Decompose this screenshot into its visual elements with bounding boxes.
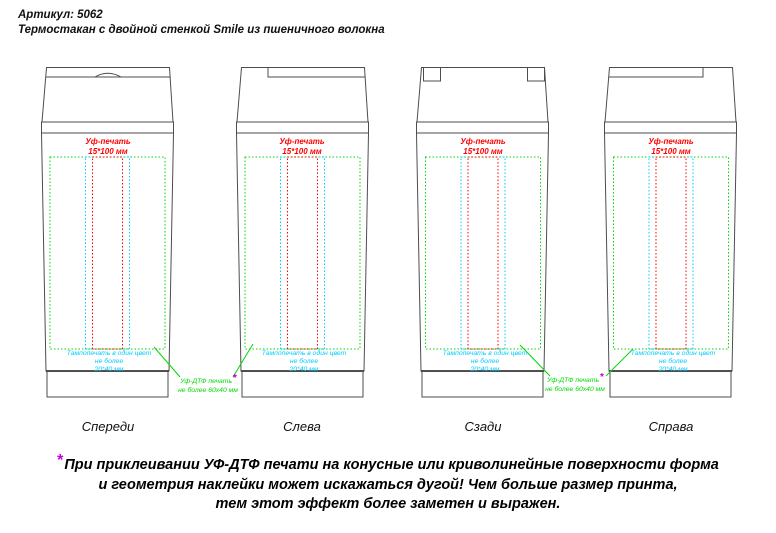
asterisk-marker: * [57, 452, 64, 469]
lid-tab [608, 67, 704, 78]
band [41, 121, 174, 134]
base [241, 371, 364, 398]
sheet-header: Артикул: 5062 Термостакан с двойной стен… [18, 8, 385, 38]
base [46, 371, 169, 398]
cup-front-drawing [40, 67, 175, 398]
lid-tab [94, 72, 122, 78]
lid [236, 67, 369, 123]
uv-print-area-box [92, 156, 123, 350]
lid-tab-right [527, 67, 545, 82]
body [415, 132, 550, 372]
body [603, 132, 738, 372]
cup-left-drawing [235, 67, 370, 398]
leader-line [519, 344, 551, 377]
leader-line [605, 348, 634, 377]
band [604, 121, 737, 134]
uv-print-area-box [467, 156, 499, 350]
body [40, 132, 175, 372]
footnote-line1: *При приклеивании УФ-ДТФ печати на конус… [0, 452, 776, 476]
product-title: Термостакан с двойной стенкой Smile из п… [18, 24, 385, 36]
footnote: *При приклеивании УФ-ДТФ печати на конус… [0, 452, 776, 515]
lid-tab [267, 67, 365, 78]
band [236, 121, 369, 134]
footnote-line2: и геометрия наклейки может искажаться ду… [98, 476, 678, 493]
leader-line [153, 346, 181, 378]
cup-right-drawing [603, 67, 738, 398]
body [235, 132, 370, 372]
uv-print-area-box [655, 156, 687, 350]
leader-line [232, 343, 254, 378]
leader-lines [153, 343, 634, 378]
lid-tab-left [423, 67, 441, 82]
base [421, 371, 544, 398]
lid [41, 67, 174, 123]
uv-print-area-box [287, 156, 318, 350]
base [609, 371, 732, 398]
article-number: Артикул: 5062 [18, 9, 103, 21]
band [416, 121, 549, 134]
footnote-line3: тем этот эффект более заметен и выражен. [215, 496, 561, 512]
footnote-text1: При приклеивании УФ-ДТФ печати на конусн… [64, 457, 719, 473]
cup-back-drawing [415, 67, 550, 398]
lid [604, 67, 737, 123]
